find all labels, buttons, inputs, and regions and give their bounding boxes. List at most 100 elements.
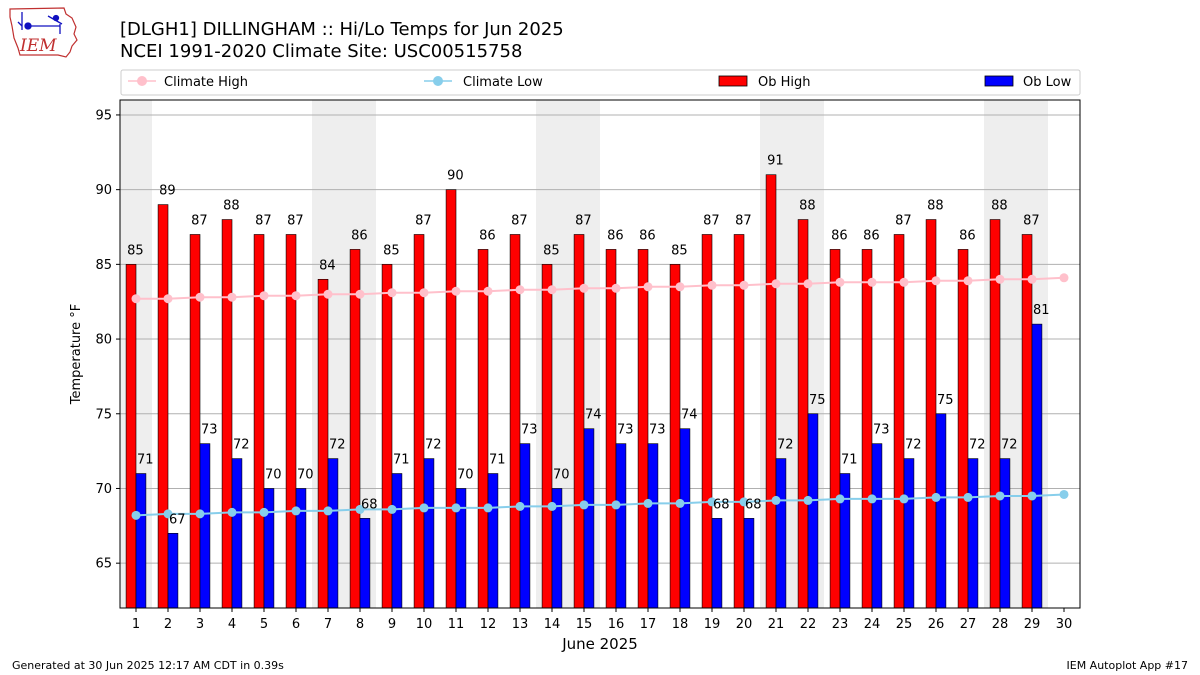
climate-high-point: [547, 285, 557, 295]
climate-low-point: [835, 494, 845, 504]
climate-low-point: [131, 510, 141, 520]
ob-low-value-label: 70: [457, 467, 474, 482]
climate-high-point: [163, 294, 173, 304]
ob-low-value-label: 72: [233, 438, 250, 453]
climate-high-point: [515, 285, 525, 295]
ob-low-value-label: 67: [169, 512, 186, 527]
climate-high-point: [611, 283, 621, 293]
ob-low-value-label: 71: [137, 453, 154, 468]
ob-high-bar: [541, 264, 553, 609]
x-tick-label: 22: [800, 617, 817, 632]
ob-low-value-label: 74: [585, 408, 602, 423]
ob-low-value-label: 72: [777, 438, 794, 453]
x-tick-label: 25: [896, 617, 913, 632]
x-tick-label: 30: [1056, 617, 1073, 632]
ob-high-value-label: 86: [831, 228, 848, 243]
x-tick-label: 15: [576, 617, 593, 632]
x-tick-label: 11: [448, 617, 465, 632]
ob-high-value-label: 88: [799, 199, 816, 214]
ob-high-bar: [381, 264, 393, 609]
climate-high-point: [131, 294, 141, 304]
ob-low-value-label: 72: [1001, 438, 1018, 453]
ob-high-value-label: 86: [863, 228, 880, 243]
x-tick-label: 13: [512, 617, 529, 632]
ob-high-value-label: 87: [287, 213, 304, 228]
ob-high-value-label: 86: [959, 228, 976, 243]
climate-high-point: [675, 282, 685, 292]
climate-low-point: [419, 503, 429, 513]
ob-low-value-label: 71: [489, 453, 506, 468]
ob-low-bar: [967, 458, 979, 609]
legend-entry-climate-high: Climate High: [128, 75, 248, 90]
ob-low-bar: [839, 473, 851, 609]
ob-low-bar: [583, 428, 595, 609]
climate-low-point: [451, 503, 461, 513]
climate-low-point: [739, 497, 749, 507]
climate-low-point: [771, 495, 781, 505]
x-tick-label: 3: [196, 617, 204, 632]
ob-high-value-label: 88: [223, 199, 240, 214]
ob-high-bar: [605, 249, 617, 609]
climate-low-point: [483, 503, 493, 513]
x-tick-label: 18: [672, 617, 689, 632]
legend-frame: [120, 69, 1081, 96]
climate-low-point: [899, 494, 909, 504]
ob-low-bar: [487, 473, 499, 609]
ob-high-bar: [861, 249, 873, 609]
climate-low-point: [643, 498, 653, 508]
ob-low-value-label: 72: [969, 438, 986, 453]
ob-high-value-label: 85: [383, 243, 400, 258]
ob-low-value-label: 71: [393, 453, 410, 468]
climate-low-point: [675, 498, 685, 508]
ob-high-bar: [317, 278, 329, 609]
ob-low-bar: [519, 443, 531, 609]
climate-low-point: [995, 491, 1005, 501]
climate-low-point: [963, 492, 973, 502]
ob-low-bar: [167, 532, 179, 609]
climate-high-point: [579, 283, 589, 293]
climate-low-point: [1027, 491, 1037, 501]
x-tick-label: 7: [324, 617, 332, 632]
ob-high-value-label: 87: [415, 213, 432, 228]
ob-high-bar: [157, 204, 169, 609]
ob-low-bar: [327, 458, 339, 609]
climate-low-point: [163, 509, 173, 519]
ob-low-bar: [903, 458, 915, 609]
ob-high-value-label: 87: [511, 213, 528, 228]
ob-low-bar: [743, 518, 755, 609]
legend-entry-ob-high: Ob High: [718, 75, 811, 90]
climate-low-point: [1059, 489, 1069, 499]
x-axis-title: June 2025: [561, 635, 638, 653]
climate-low-point: [611, 500, 621, 510]
ob-low-bar: [615, 443, 627, 609]
bars: [125, 174, 1043, 609]
climate-high-point: [931, 276, 941, 286]
x-tick-label: 27: [960, 617, 977, 632]
climate-low-point: [867, 494, 877, 504]
ob-high-bar: [797, 219, 809, 609]
weather-station-icon: [17, 12, 63, 34]
ob-high-bar: [1021, 234, 1033, 609]
ob-high-bar: [637, 249, 649, 609]
ob-low-bar: [807, 413, 819, 609]
climate-high-point: [867, 277, 877, 287]
climate-high-point: [643, 282, 653, 292]
climate-low-point: [547, 501, 557, 511]
ob-high-bar: [349, 249, 361, 609]
x-tick-label: 12: [480, 617, 497, 632]
x-tick-label: 9: [388, 617, 396, 632]
chart-title: [DLGH1] DILLINGHAM :: Hi/Lo Temps for Ju…: [120, 19, 564, 40]
climate-low-point: [579, 500, 589, 510]
plot-frame: [119, 99, 1081, 609]
ob-low-value-label: 68: [713, 497, 730, 512]
x-tick-label: 5: [260, 617, 268, 632]
ob-low-bar: [295, 488, 307, 609]
climate-high-point: [419, 288, 429, 298]
ob-high-value-label: 87: [703, 213, 720, 228]
ob-low-value-label: 72: [329, 438, 346, 453]
ob-low-bar: [199, 443, 211, 609]
x-tick-label: 28: [992, 617, 1009, 632]
ob-high-bar: [285, 234, 297, 609]
ob-high-value-label: 87: [575, 213, 592, 228]
ob-low-value-label: 73: [873, 423, 890, 438]
